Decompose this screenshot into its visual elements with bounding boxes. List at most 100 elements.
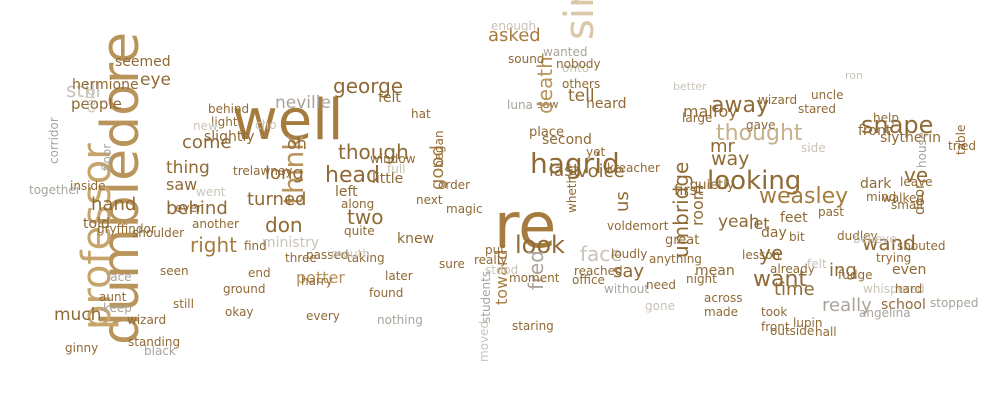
cloud-word: place [529,125,564,140]
cloud-word: along [341,197,375,211]
cloud-word: away [711,93,769,118]
cloud-word: ever [175,201,202,215]
cloud-word: passed [306,248,349,262]
cloud-word: aunt [99,290,127,304]
cloud-word: anything [649,252,702,266]
cloud-word: saw [537,98,559,111]
cloud-word: night [686,272,717,286]
cloud-word: wand [862,231,916,255]
cloud-word: last [549,161,580,181]
cloud-word: look [515,231,565,259]
cloud-word: end [248,266,271,280]
cloud-word: two [347,205,384,229]
cloud-word: told [83,216,110,232]
cloud-word: voice [577,161,625,182]
cloud-word: believe [853,232,897,246]
cloud-word: voldemort [607,219,669,233]
cloud-word: cold [84,88,98,113]
cloud-word: mouth [331,247,370,261]
cloud-word: mr [710,136,735,157]
cloud-word: next [416,193,443,207]
cloud-word: loudly [611,247,648,261]
cloud-word: ginny [65,341,99,355]
cloud-word: sure [439,257,465,271]
cloud-word: side [801,141,826,155]
cloud-word: corridor [47,117,61,164]
cloud-word: tell [568,86,595,106]
cloud-word: feet [780,210,808,226]
cloud-word: small [891,198,923,212]
cloud-word: face [106,270,132,284]
cloud-word: keep [103,301,132,315]
cloud-word: well [232,88,344,153]
cloud-word: walked [882,191,925,205]
cloud-word: whether [565,163,579,213]
cloud-word: ron [845,69,863,82]
cloud-word: oh [287,134,307,153]
cloud-word: staring [512,319,554,333]
cloud-word: office [572,273,605,287]
cloud-word: tried [948,139,976,153]
cloud-word: gryffindor [97,222,156,236]
cloud-word: great [665,233,700,248]
cloud-word: thing [166,158,210,178]
cloud-word: stopped [930,296,979,310]
cloud-word: went [196,185,226,199]
cloud-word: put [485,243,505,257]
cloud-word: people [71,95,122,113]
cloud-word: leave [900,175,933,189]
cloud-word: us [612,191,633,212]
cloud-word: kreacher [607,161,660,175]
cloud-word: fudge [838,268,873,282]
cloud-word: slightly [204,129,255,145]
cloud-word: hagrid [530,147,620,180]
cloud-word: find [244,239,267,253]
cloud-word: wizard [758,93,798,107]
cloud-word: dark [860,176,892,192]
cloud-word: onto [562,61,589,75]
cloud-word: light [211,115,238,129]
cloud-word: across [704,291,743,305]
cloud-word: nothing [377,313,423,327]
cloud-word: snape [861,111,934,139]
cloud-word: whispered [863,282,925,296]
cloud-word: house [915,131,929,168]
cloud-word: full [387,162,406,176]
cloud-word: way [711,148,750,170]
cloud-word: magic [446,202,483,216]
cloud-word: second [542,132,592,148]
cloud-word: later [385,269,413,283]
cloud-word: front [858,123,892,139]
cloud-word: george [333,74,404,98]
cloud-word: shoulder [132,226,185,240]
cloud-word: floor [100,143,114,171]
cloud-word: hat [411,107,431,121]
cloud-word: day [761,225,787,241]
cloud-word: ground [223,282,266,296]
cloud-word: ing [829,260,857,281]
cloud-word: better [673,80,707,93]
cloud-word: really [822,295,872,316]
cloud-word: knew [397,231,435,247]
cloud-word: malfoy [683,102,738,121]
cloud-word: wizard [127,313,167,327]
cloud-word: time [774,279,815,300]
cloud-word: bit [789,230,805,244]
cloud-word: lesson [742,248,781,262]
cloud-word: harry [301,274,333,288]
cloud-word: don [265,213,303,237]
cloud-word: behind [208,102,250,116]
cloud-word: gone [645,299,675,313]
cloud-word: already [770,262,815,276]
cloud-word: moment [509,271,560,285]
cloud-word: angelina [859,306,911,320]
cloud-word: though [338,140,409,164]
cloud-word: need [646,278,676,292]
cloud-word: much [54,305,102,325]
cloud-word: hall [815,325,837,339]
cloud-word: trelawney [233,164,293,178]
cloud-word: wanted [543,45,588,59]
cloud-word: new [193,119,218,133]
cloud-word: inside [70,179,106,193]
